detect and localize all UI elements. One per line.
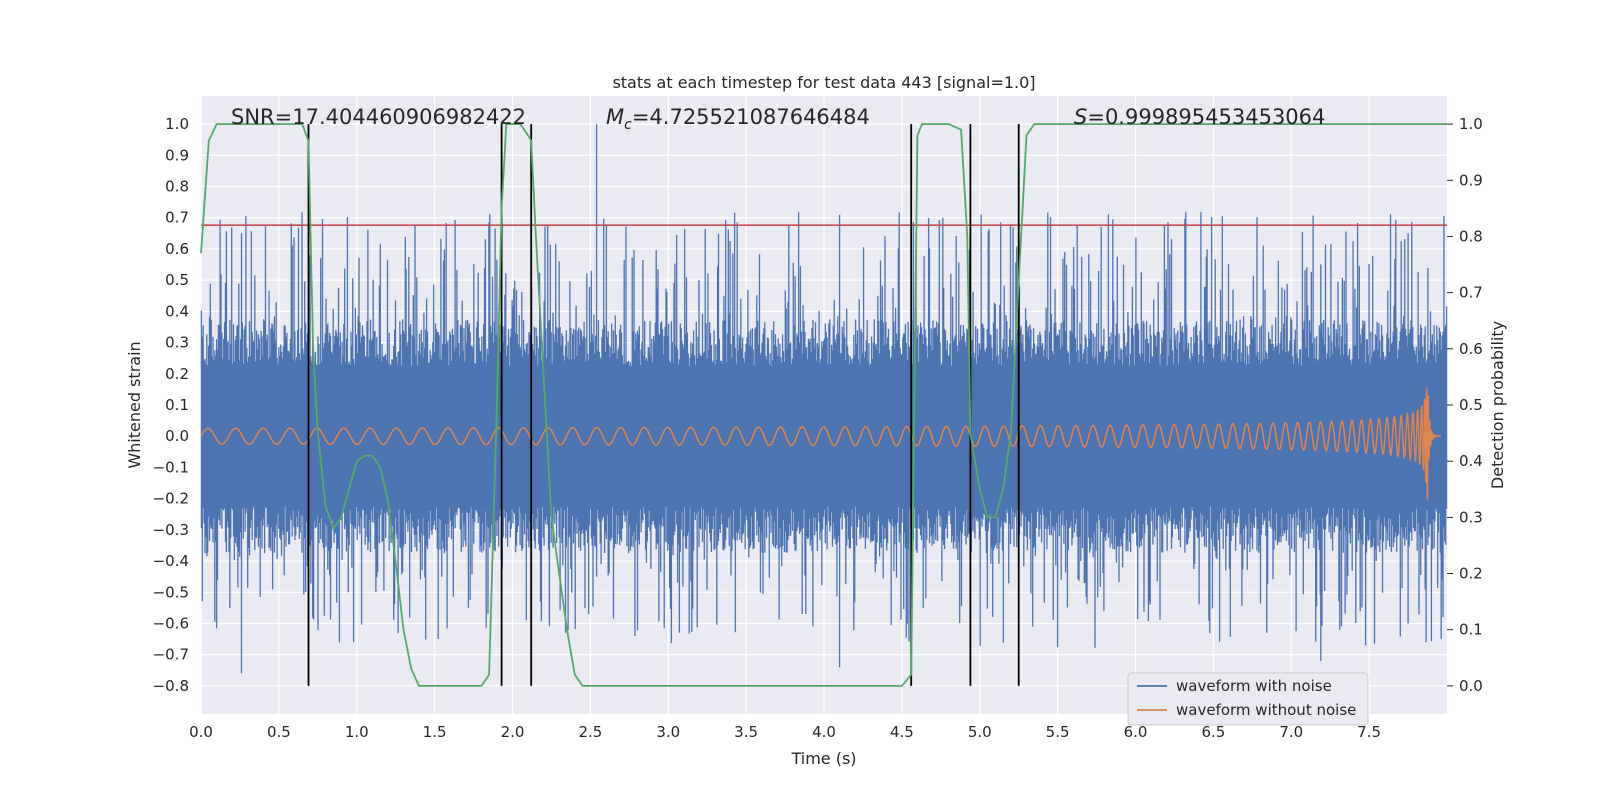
y-tick-label: −0.8 bbox=[153, 677, 189, 695]
y2-tick-label: 0.1 bbox=[1459, 621, 1483, 639]
significance-annotation: S=0.999895453453064 bbox=[1074, 105, 1325, 129]
x-tick-label: 6.0 bbox=[1124, 723, 1148, 741]
chart-title: stats at each timestep for test data 443… bbox=[612, 73, 1035, 92]
y2-tick-label: 0.8 bbox=[1459, 228, 1483, 246]
y-tick-label: 0.6 bbox=[165, 240, 189, 258]
y-tick-label: 0.9 bbox=[165, 146, 189, 164]
y2-tick-label: 0.2 bbox=[1459, 565, 1483, 583]
x-tick-labels: 0.0 0.5 1.0 1.5 2.0 2.5 3.0 3.5 4.0 4.5 5.0 5.5 6.0 6… bbox=[189, 723, 1381, 741]
y2-tick-label: 0.7 bbox=[1459, 284, 1483, 302]
x-tick-label: 4.5 bbox=[890, 723, 914, 741]
x-tick-label: 7.5 bbox=[1357, 723, 1381, 741]
y-tick-label: −0.3 bbox=[153, 521, 189, 539]
legend: waveform with noise waveform without noi… bbox=[1127, 672, 1369, 726]
y2-tick-label: 0.4 bbox=[1459, 452, 1483, 470]
significance-value: =0.999895453453064 bbox=[1087, 105, 1325, 129]
x-tick-label: 2.0 bbox=[501, 723, 525, 741]
y-axis-label: Whitened strain bbox=[125, 341, 144, 468]
y2-tick-label: 0.0 bbox=[1459, 677, 1483, 695]
y2-tick-label: 1.0 bbox=[1459, 115, 1483, 133]
chirp-mass-subscript: c bbox=[624, 117, 632, 133]
chirp-mass-value: =4.725521087646484 bbox=[632, 105, 870, 129]
chirp-mass-symbol: M bbox=[606, 105, 624, 129]
y2-axis-label: Detection probability bbox=[1488, 321, 1507, 489]
y-tick-label: 0.0 bbox=[165, 427, 189, 445]
probability-line bbox=[200, 123, 1447, 687]
significance-symbol: S bbox=[1074, 105, 1087, 129]
chirp-mass-annotation: Mc=4.725521087646484 bbox=[606, 105, 870, 133]
snr-annotation: SNR=17.404460906982422 bbox=[231, 105, 526, 129]
y-tick-label: 0.1 bbox=[165, 396, 189, 414]
y-tick-label: −0.4 bbox=[153, 552, 189, 570]
y-tick-label: −0.6 bbox=[153, 615, 189, 633]
x-axis-label: Time (s) bbox=[790, 749, 856, 768]
legend-label-with-noise: waveform with noise bbox=[1176, 677, 1332, 695]
y-tick-label: 0.7 bbox=[165, 209, 189, 227]
y-tick-label: 0.2 bbox=[165, 365, 189, 383]
y2-tick-label: 0.6 bbox=[1459, 340, 1483, 358]
y2-tick-label: 0.5 bbox=[1459, 396, 1483, 414]
clean-waveform-line bbox=[200, 387, 1441, 500]
x-tick-label: 6.5 bbox=[1201, 723, 1225, 741]
y2-tick-labels: 0.0 0.1 0.2 0.3 0.4 0.5 0.6 0.7 0.8 0.9 1.0 bbox=[1447, 115, 1483, 695]
y-tick-label: 0.4 bbox=[165, 302, 189, 320]
x-tick-label: 0.5 bbox=[267, 723, 291, 741]
y-tick-label: 0.5 bbox=[165, 271, 189, 289]
y-tick-label: −0.7 bbox=[153, 646, 189, 664]
y-tick-label: −0.1 bbox=[153, 458, 189, 476]
y-tick-label: 1.0 bbox=[165, 115, 189, 133]
legend-label-without-noise: waveform without noise bbox=[1176, 701, 1356, 719]
y-tick-labels: −0.8 −0.7 −0.6 −0.5 −0.4 −0.3 −0.2 −0.1 0.0 0.1 0.… bbox=[153, 115, 189, 695]
y-tick-label: −0.2 bbox=[153, 490, 189, 508]
y-tick-label: 0.8 bbox=[165, 178, 189, 196]
y2-tick-label: 0.9 bbox=[1459, 171, 1483, 189]
series-detection-probability bbox=[200, 123, 1447, 687]
x-tick-label: 5.5 bbox=[1046, 723, 1070, 741]
y2-tick-label: 0.3 bbox=[1459, 508, 1483, 526]
x-tick-label: 0.0 bbox=[189, 723, 213, 741]
x-tick-label: 2.5 bbox=[578, 723, 602, 741]
y-tick-label: −0.5 bbox=[153, 583, 189, 601]
y-tick-label: 0.3 bbox=[165, 334, 189, 352]
x-tick-label: 3.0 bbox=[656, 723, 680, 741]
series-waveform-without-noise bbox=[200, 387, 1441, 500]
x-tick-label: 3.5 bbox=[734, 723, 758, 741]
x-tick-label: 5.0 bbox=[968, 723, 992, 741]
x-tick-label: 4.0 bbox=[812, 723, 836, 741]
x-tick-label: 1.0 bbox=[345, 723, 369, 741]
x-tick-label: 1.5 bbox=[423, 723, 447, 741]
legend-box bbox=[1127, 672, 1369, 726]
x-tick-label: 7.0 bbox=[1279, 723, 1303, 741]
